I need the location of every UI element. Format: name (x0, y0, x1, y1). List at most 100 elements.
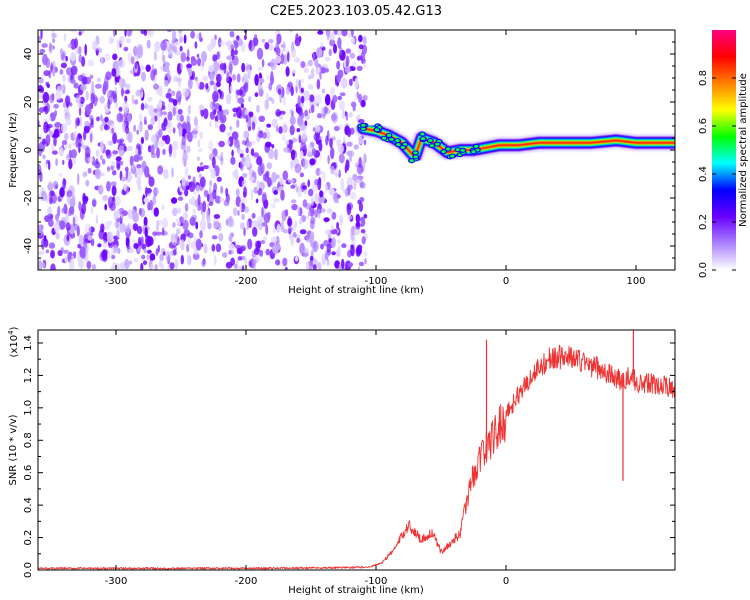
noise-speckle (123, 46, 129, 52)
noise-speckle (158, 85, 163, 97)
noise-speckle (123, 183, 127, 192)
noise-speckle (176, 236, 180, 246)
noise-speckle (163, 168, 169, 180)
noise-speckle (303, 67, 309, 74)
noise-speckle (141, 254, 146, 260)
noise-speckle (277, 88, 282, 95)
noise-speckle (299, 121, 306, 132)
noise-speckle (43, 121, 49, 134)
noise-speckle (262, 132, 267, 139)
noise-speckle (95, 148, 100, 158)
noise-speckle (294, 163, 302, 174)
noise-speckle (168, 49, 174, 58)
noise-speckle (198, 104, 205, 111)
noise-speckle (239, 163, 244, 171)
noise-speckle (339, 214, 344, 226)
noise-speckle (41, 43, 48, 48)
noise-speckle (118, 59, 126, 69)
snr-line (38, 344, 675, 570)
noise-speckle (229, 125, 233, 131)
noise-speckle (180, 239, 185, 251)
noise-speckle (276, 224, 281, 233)
noise-speckle (195, 238, 202, 251)
noise-speckle (337, 239, 341, 245)
noise-speckle (219, 197, 225, 202)
noise-speckle (281, 210, 287, 222)
noise-speckle (252, 258, 258, 265)
noise-speckle (326, 243, 331, 253)
noise-speckle (254, 92, 259, 98)
noise-speckle (271, 144, 275, 149)
noise-speckle (310, 195, 314, 207)
noise-speckle (356, 247, 363, 255)
noise-speckle (330, 86, 336, 97)
noise-speckle (320, 105, 326, 115)
noise-speckle (119, 77, 122, 87)
noise-speckle (129, 69, 135, 74)
noise-speckle (52, 38, 56, 44)
noise-speckle (165, 92, 172, 99)
noise-speckle (40, 86, 45, 94)
noise-speckle (248, 111, 254, 118)
noise-speckle (124, 166, 129, 172)
noise-speckle (265, 224, 269, 235)
noise-speckle (179, 216, 184, 223)
noise-speckle (346, 141, 353, 147)
signal-blob-core (429, 144, 434, 148)
noise-speckle (208, 163, 214, 173)
noise-speckle (341, 258, 345, 270)
noise-speckle (246, 141, 253, 148)
noise-speckle (363, 213, 368, 219)
noise-speckle (125, 125, 130, 134)
noise-speckle (319, 71, 322, 80)
noise-speckle (96, 77, 101, 83)
noise-speckle (266, 162, 273, 170)
noise-speckle (241, 213, 245, 221)
noise-speckle (234, 168, 239, 180)
noise-speckle (249, 39, 253, 50)
signal-blob-core (435, 142, 440, 146)
snr-y-ticks: 0.0 0.2 0.4 0.6 0.8 1.0 1.2 1.4 (23, 335, 675, 578)
noise-speckle (294, 37, 301, 47)
noise-speckle (136, 46, 143, 59)
noise-speckle (251, 212, 256, 219)
noise-speckle (124, 259, 130, 270)
colorbar-scale (712, 30, 736, 270)
noise-speckle (70, 30, 77, 33)
noise-speckle (302, 129, 307, 140)
noise-speckle (265, 92, 269, 99)
x-tick-label: -100 (365, 276, 388, 287)
noise-speckle (38, 77, 44, 84)
noise-speckle (118, 106, 123, 112)
noise-speckle (289, 30, 293, 33)
noise-speckle (116, 156, 121, 169)
noise-speckle (78, 201, 82, 211)
noise-speckle (188, 198, 192, 205)
noise-speckle (167, 102, 173, 112)
noise-speckle (138, 145, 142, 155)
noise-speckle (305, 261, 309, 270)
noise-speckle (78, 46, 82, 55)
noise-speckle (276, 30, 280, 34)
noise-speckle (202, 75, 209, 82)
noise-speckle (118, 207, 125, 215)
noise-speckle (257, 126, 261, 131)
noise-speckle (208, 201, 214, 206)
noise-speckle (310, 104, 315, 113)
noise-speckle (275, 108, 282, 117)
noise-speckle (146, 254, 150, 261)
noise-speckle (196, 53, 200, 59)
noise-speckle (299, 229, 307, 235)
noise-speckle (59, 48, 64, 56)
noise-speckle (177, 196, 184, 201)
noise-speckle (208, 140, 214, 152)
noise-speckle (360, 229, 366, 234)
noise-speckle (257, 164, 264, 176)
noise-speckle (88, 115, 94, 121)
noise-speckle (163, 118, 168, 127)
noise-speckle (185, 121, 191, 134)
noise-speckle (220, 156, 224, 166)
noise-speckle (52, 150, 58, 155)
noise-speckle (162, 65, 170, 73)
noise-speckle (243, 73, 248, 82)
